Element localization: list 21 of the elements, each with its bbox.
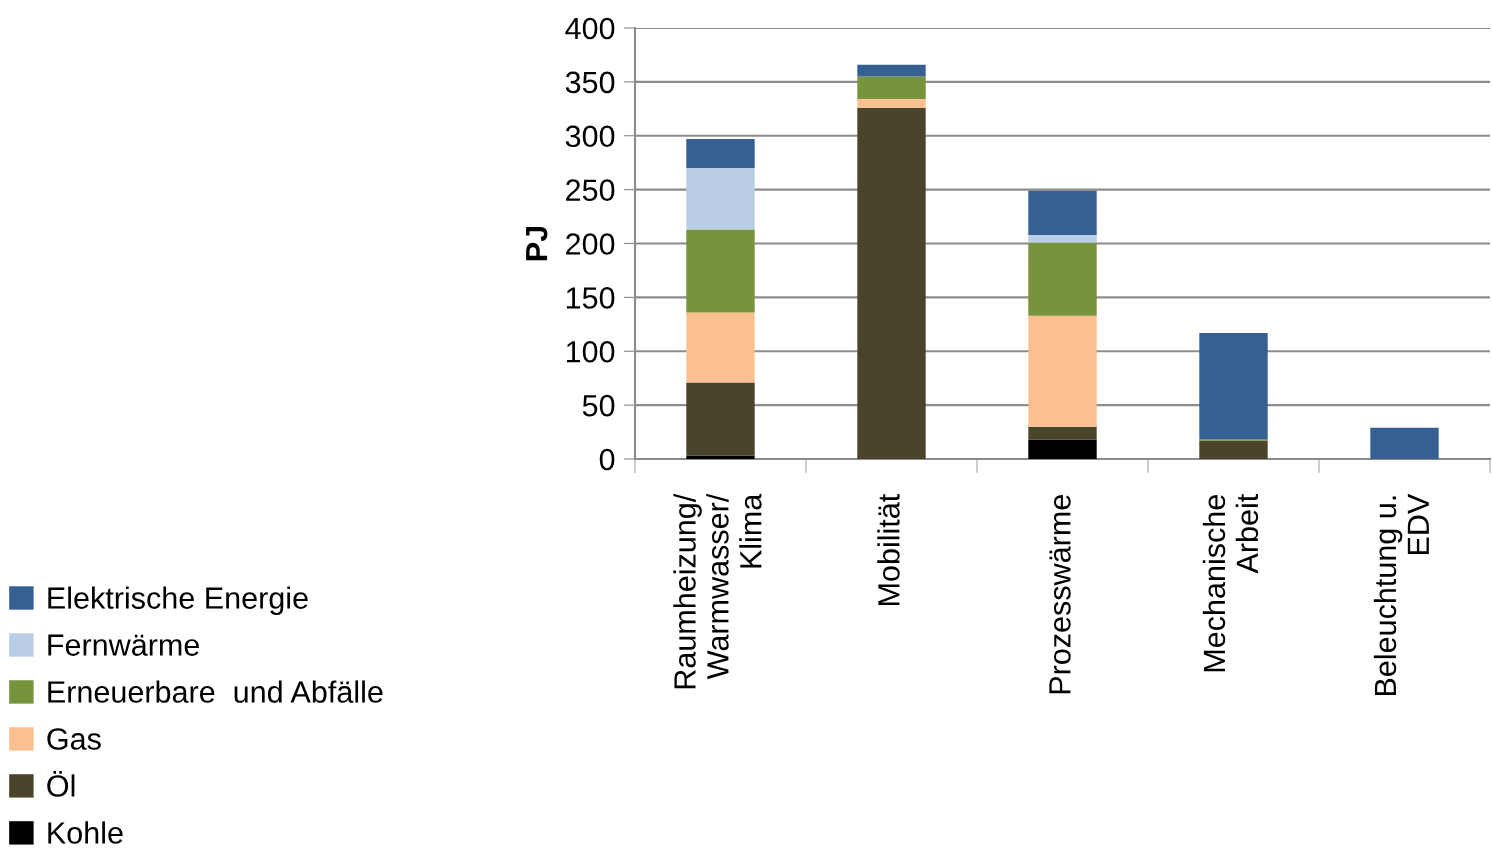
y-tick-label: 50	[582, 394, 615, 417]
legend-label: Gas	[47, 728, 101, 750]
y-tick-label: 250	[566, 179, 615, 201]
y-tick-label: 150	[566, 287, 615, 309]
x-tick-label: Prozesswärme	[1049, 495, 1071, 694]
y-tick-label: 300	[565, 125, 615, 148]
legend-label: Kohle	[48, 821, 123, 844]
y-tick-label: 0	[599, 448, 615, 471]
legend-label: Fernwärme	[48, 634, 199, 656]
y-tick-label: 200	[566, 233, 615, 255]
legend-label: Erneuerbare und Abfälle	[48, 680, 383, 703]
y-tick-label: 400	[565, 17, 615, 40]
x-tick-label: Beleuchtung u. EDV	[1373, 493, 1429, 696]
y-tick-label: 100	[566, 340, 615, 363]
y-axis-title: PJ	[526, 226, 548, 261]
x-tick-label: Raumheizung/ Warmwasser/ Klima	[673, 493, 762, 689]
legend-label: Öl	[47, 770, 75, 797]
y-tick-label: 350	[565, 71, 615, 94]
x-tick-label: Mechanische Arbeit	[1202, 493, 1259, 672]
legend-label: Elektrische Energie	[48, 586, 308, 615]
x-tick-label: Mobilität	[877, 493, 900, 605]
